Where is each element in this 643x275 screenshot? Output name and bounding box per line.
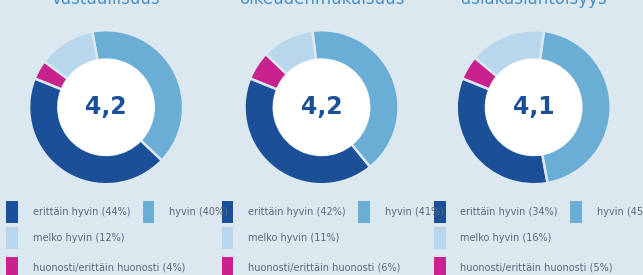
Wedge shape xyxy=(92,30,183,160)
Text: huonosti/erittäin huonosti (4%): huonosti/erittäin huonosti (4%) xyxy=(33,262,185,272)
Wedge shape xyxy=(312,30,399,167)
Text: erittäin hyvin (34%): erittäin hyvin (34%) xyxy=(460,207,558,217)
FancyBboxPatch shape xyxy=(222,201,233,223)
Wedge shape xyxy=(266,31,316,74)
FancyBboxPatch shape xyxy=(6,257,18,275)
Circle shape xyxy=(274,59,369,155)
FancyBboxPatch shape xyxy=(6,227,18,249)
FancyBboxPatch shape xyxy=(358,201,370,223)
Text: hyvin (40%): hyvin (40%) xyxy=(169,207,228,217)
Text: erittäin hyvin (44%): erittäin hyvin (44%) xyxy=(33,207,131,217)
Text: 4,2: 4,2 xyxy=(301,95,342,119)
FancyBboxPatch shape xyxy=(434,201,446,223)
Title: vastuullisuus: vastuullisuus xyxy=(52,0,160,8)
Title: oikeudenmukaisuus: oikeudenmukaisuus xyxy=(239,0,404,8)
Wedge shape xyxy=(540,31,611,183)
Wedge shape xyxy=(457,78,548,184)
Text: melko hyvin (11%): melko hyvin (11%) xyxy=(248,233,340,243)
Text: 4,1: 4,1 xyxy=(513,95,554,119)
Text: erittäin hyvin (42%): erittäin hyvin (42%) xyxy=(248,207,346,217)
Wedge shape xyxy=(29,78,162,184)
FancyBboxPatch shape xyxy=(570,201,582,223)
Wedge shape xyxy=(475,30,544,76)
Wedge shape xyxy=(250,54,287,89)
Text: 4,2: 4,2 xyxy=(86,95,127,119)
FancyBboxPatch shape xyxy=(434,257,446,275)
Wedge shape xyxy=(244,78,370,184)
Title: asiakaslähtöisyys: asiakaslähtöisyys xyxy=(461,0,606,8)
Text: huonosti/erittäin huonosti (6%): huonosti/erittäin huonosti (6%) xyxy=(248,262,401,272)
FancyBboxPatch shape xyxy=(143,201,154,223)
Text: hyvin (41%): hyvin (41%) xyxy=(385,207,444,217)
FancyBboxPatch shape xyxy=(434,227,446,249)
Wedge shape xyxy=(462,58,497,89)
FancyBboxPatch shape xyxy=(6,201,18,223)
Circle shape xyxy=(486,59,581,155)
Circle shape xyxy=(59,59,154,155)
Text: huonosti/erittäin huonosti (5%): huonosti/erittäin huonosti (5%) xyxy=(460,262,613,272)
Wedge shape xyxy=(35,62,68,89)
Text: melko hyvin (12%): melko hyvin (12%) xyxy=(33,233,124,243)
Text: melko hyvin (16%): melko hyvin (16%) xyxy=(460,233,552,243)
FancyBboxPatch shape xyxy=(222,257,233,275)
Wedge shape xyxy=(44,32,98,79)
FancyBboxPatch shape xyxy=(222,227,233,249)
Text: hyvin (45%): hyvin (45%) xyxy=(597,207,643,217)
